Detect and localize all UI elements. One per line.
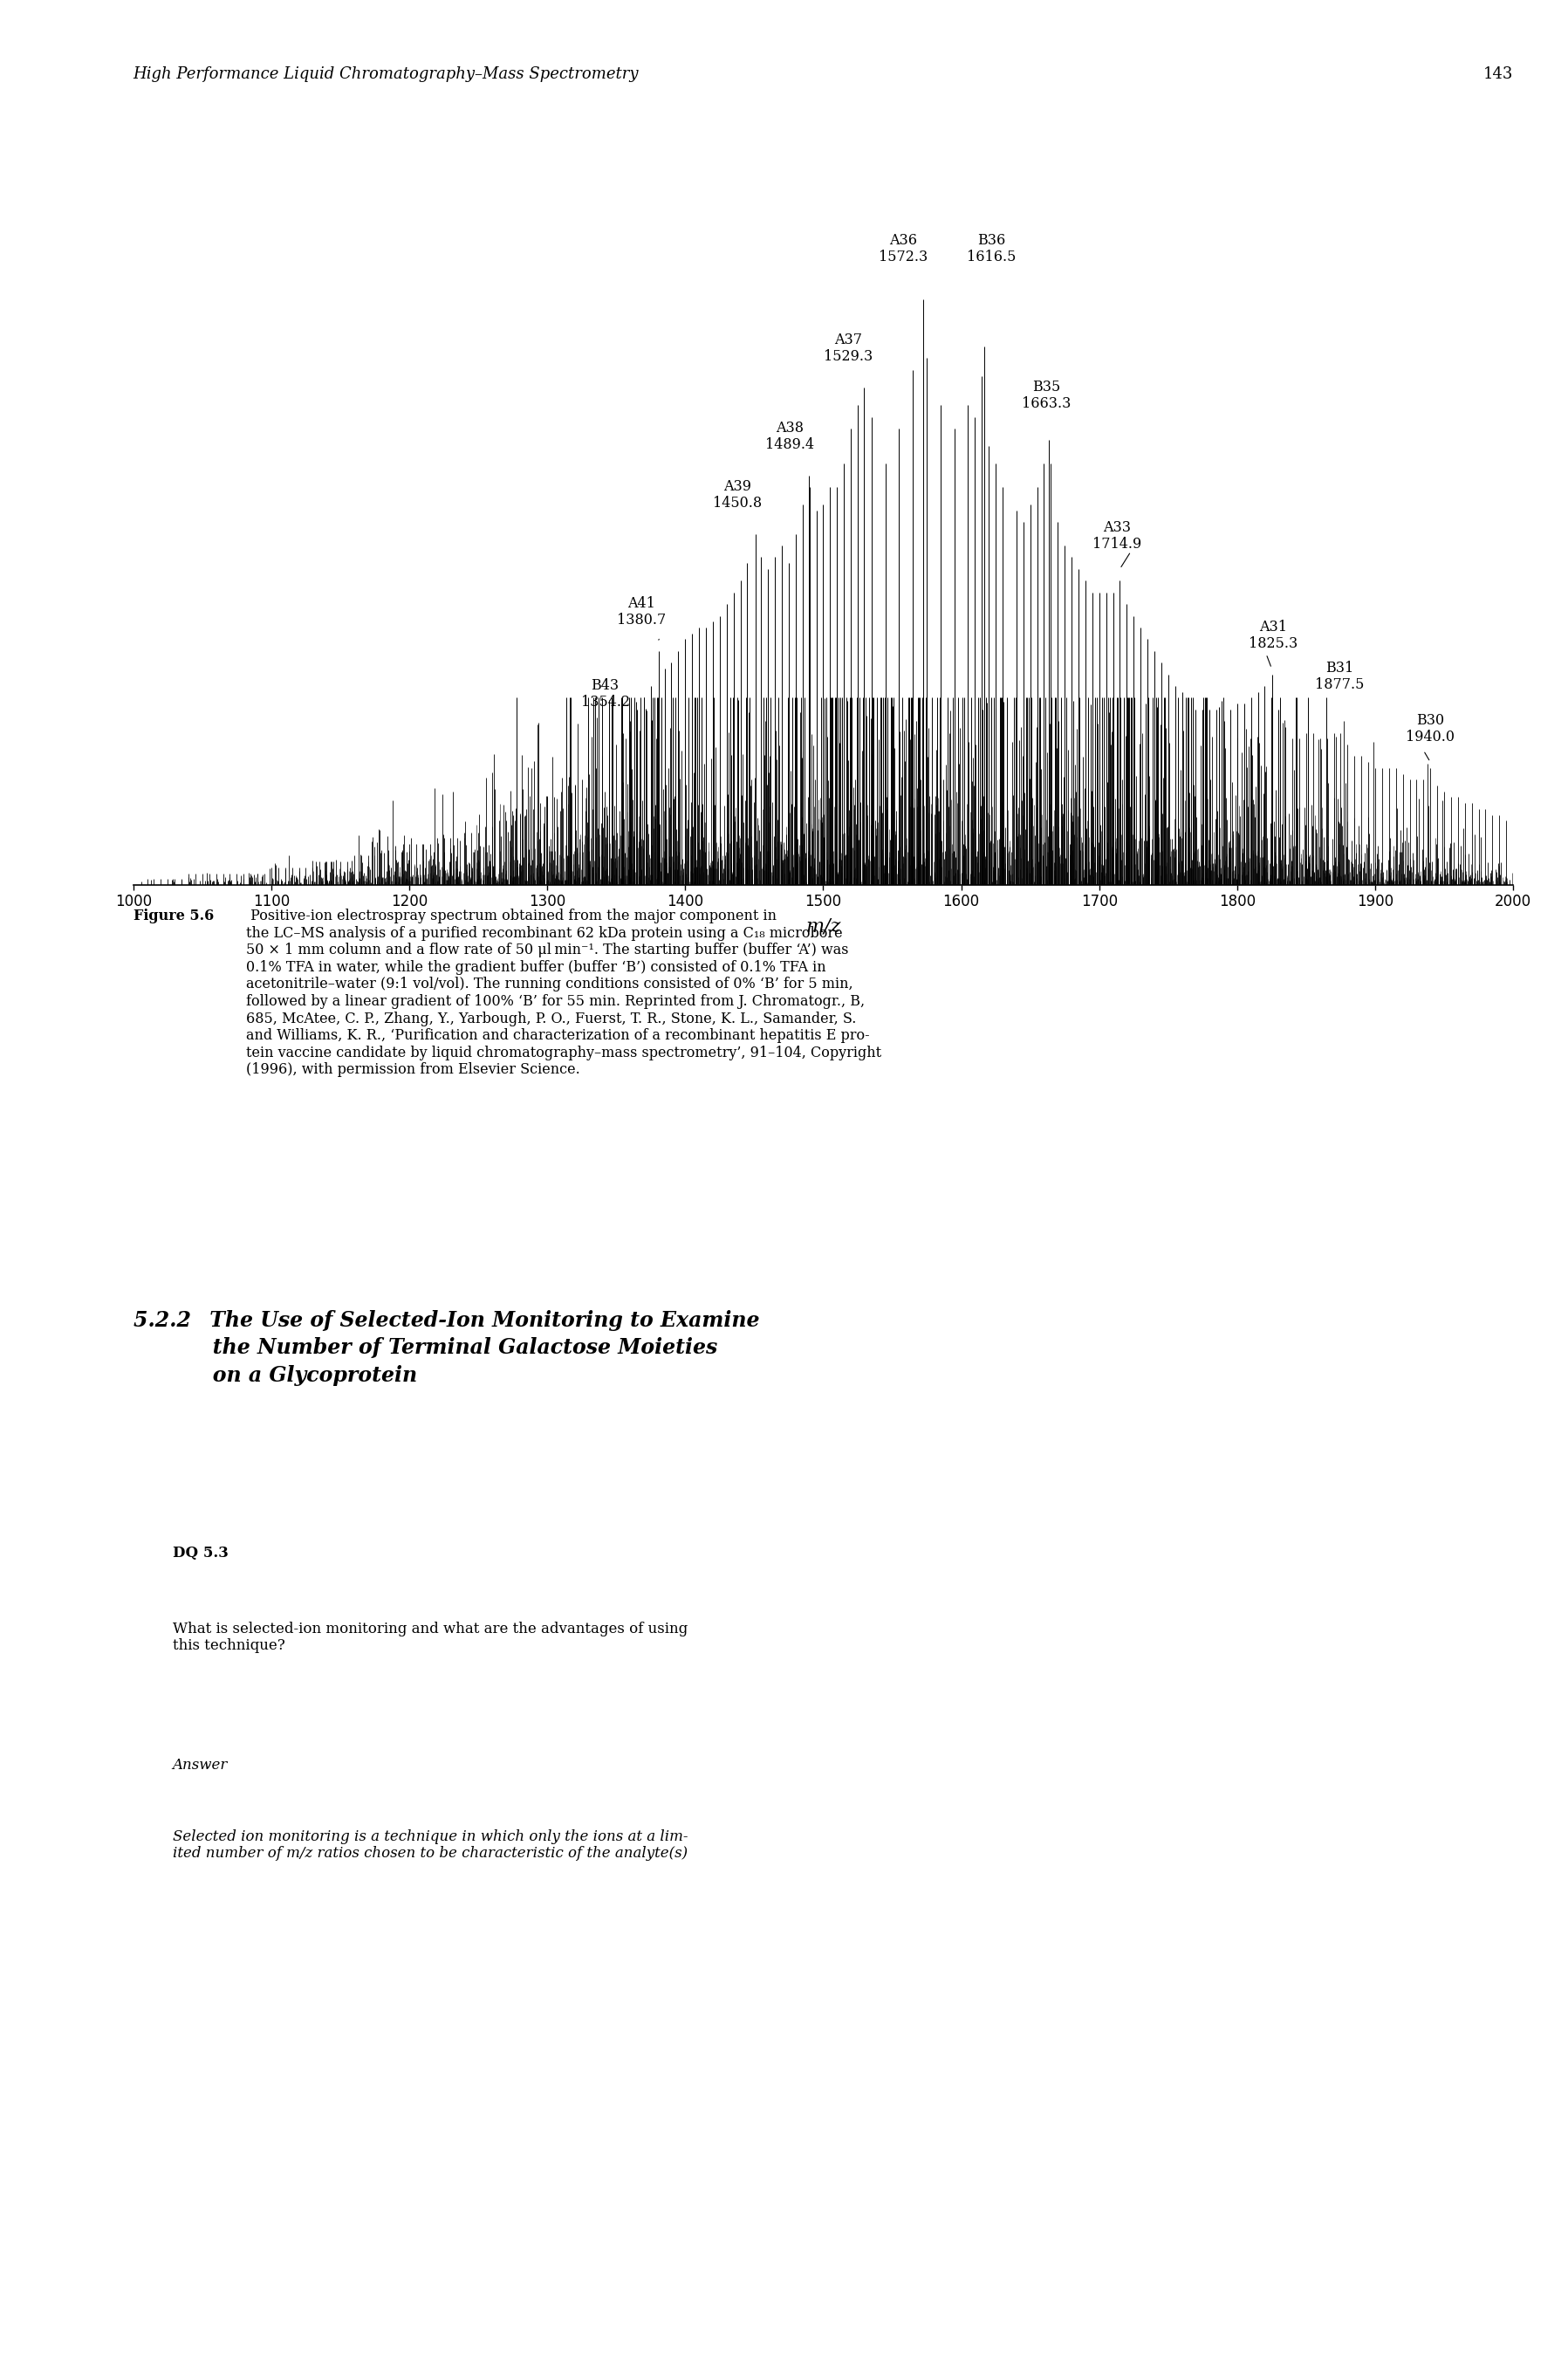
Text: Positive-ion electrospray spectrum obtained from the major component in
the LC–M: Positive-ion electrospray spectrum obtai… xyxy=(246,909,881,1079)
Text: A38: A38 xyxy=(776,420,804,437)
Text: 1825.3: 1825.3 xyxy=(1248,637,1298,651)
Text: B35: B35 xyxy=(1033,380,1062,394)
Text: 1663.3: 1663.3 xyxy=(1022,396,1071,411)
Text: B43: B43 xyxy=(591,677,619,694)
Text: Answer: Answer xyxy=(172,1758,227,1772)
Text: 1616.5: 1616.5 xyxy=(967,250,1016,264)
Text: 1714.9: 1714.9 xyxy=(1093,536,1142,552)
Text: B36: B36 xyxy=(977,234,1005,248)
Text: Selected ion monitoring is a technique in which only the ions at a lim-
ited num: Selected ion monitoring is a technique i… xyxy=(172,1829,688,1862)
Text: A37: A37 xyxy=(834,333,862,347)
Text: 1529.3: 1529.3 xyxy=(823,349,872,363)
Text: What is selected-ion monitoring and what are the advantages of using
this techni: What is selected-ion monitoring and what… xyxy=(172,1621,687,1654)
Text: A36: A36 xyxy=(889,234,917,248)
Text: B31: B31 xyxy=(1325,661,1353,675)
Text: Figure 5.6: Figure 5.6 xyxy=(133,909,213,923)
Text: High Performance Liquid Chromatography–Mass Spectrometry: High Performance Liquid Chromatography–M… xyxy=(133,66,638,83)
Text: 1354.2: 1354.2 xyxy=(580,694,630,710)
Text: 1380.7: 1380.7 xyxy=(616,614,665,628)
Text: 1489.4: 1489.4 xyxy=(765,437,814,451)
Text: DQ 5.3: DQ 5.3 xyxy=(172,1546,229,1560)
Text: A33: A33 xyxy=(1104,519,1131,536)
Text: 1877.5: 1877.5 xyxy=(1314,677,1364,691)
Text: 1940.0: 1940.0 xyxy=(1406,729,1455,743)
Text: A31: A31 xyxy=(1259,621,1287,635)
Text: A41: A41 xyxy=(627,597,655,611)
Text: 1572.3: 1572.3 xyxy=(878,250,928,264)
X-axis label: m/z: m/z xyxy=(806,918,840,937)
Text: 143: 143 xyxy=(1483,66,1513,83)
Text: 1450.8: 1450.8 xyxy=(713,496,762,510)
Text: A39: A39 xyxy=(724,479,751,493)
Text: B30: B30 xyxy=(1416,713,1444,729)
Text: 5.2.2   The Use of Selected-Ion Monitoring to Examine
           the Number of T: 5.2.2 The Use of Selected-Ion Monitoring… xyxy=(133,1310,759,1385)
